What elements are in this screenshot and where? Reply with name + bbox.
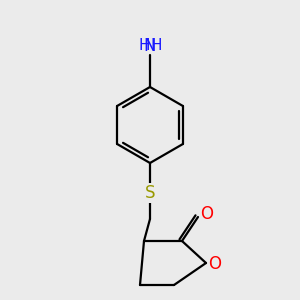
Text: H: H bbox=[150, 38, 161, 53]
Text: O: O bbox=[208, 255, 221, 273]
Text: N: N bbox=[144, 37, 156, 55]
Text: S: S bbox=[145, 184, 155, 202]
Text: H: H bbox=[139, 38, 150, 53]
Text: O: O bbox=[200, 205, 214, 223]
